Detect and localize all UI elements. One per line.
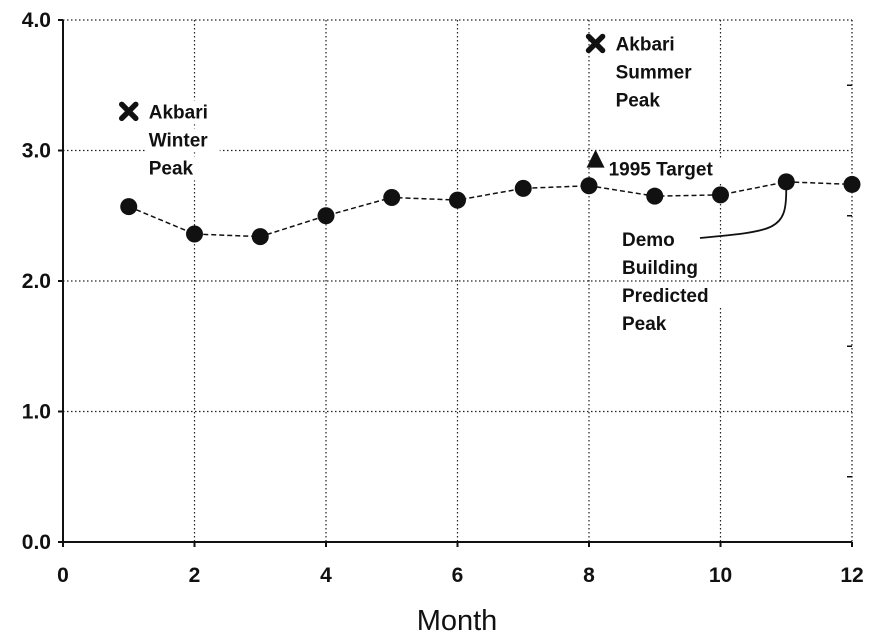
data-point	[383, 188, 401, 206]
label-backdrop	[146, 128, 220, 153]
label-backdrop	[613, 60, 687, 85]
y-tick-label: 2.0	[22, 270, 51, 293]
series-demo-building	[120, 173, 861, 246]
data-point	[449, 191, 466, 209]
annotation-label: Building	[622, 258, 698, 279]
x-tick-label: 6	[452, 564, 464, 587]
x-axis-label: Month	[417, 605, 498, 637]
y-tick-label: 3.0	[22, 140, 51, 163]
label-backdrop	[620, 312, 670, 336]
y-tick-label: 1.0	[22, 401, 51, 424]
marker-label: Akbari	[616, 34, 675, 55]
marker-label: Peak	[616, 90, 661, 111]
data-point	[317, 207, 335, 225]
data-point	[120, 198, 138, 216]
y-tick-label: 0.0	[22, 531, 51, 554]
series-line	[128, 181, 853, 238]
label-backdrop	[613, 32, 687, 57]
data-point	[646, 187, 664, 205]
triangle-marker	[586, 149, 605, 168]
label-backdrop	[613, 88, 664, 113]
marker-label: 1995 Target	[609, 160, 714, 181]
data-point	[843, 175, 861, 193]
annotation-leader-line	[699, 189, 788, 239]
y-tick-label: 4.0	[22, 9, 51, 32]
x-tick-label: 12	[840, 564, 863, 587]
marker-label: Summer	[616, 62, 693, 83]
x-tick-label: 4	[320, 564, 332, 587]
data-point	[580, 177, 598, 195]
label-backdrop	[606, 157, 738, 182]
marker-label: Akbari	[149, 102, 208, 123]
annotation-label: Peak	[622, 314, 667, 335]
data-point	[514, 179, 532, 197]
data-point	[777, 173, 795, 191]
data-point	[712, 186, 729, 204]
label-backdrop	[620, 228, 670, 252]
label-backdrop	[146, 100, 220, 125]
axes	[58, 19, 853, 547]
label-backdrop	[146, 156, 197, 181]
x-tick-label: 10	[709, 564, 732, 587]
annotation-label: Demo	[622, 230, 675, 251]
label-backdrop	[620, 256, 716, 280]
x-tick-label: 0	[57, 564, 69, 587]
x-tick-label: 2	[189, 564, 201, 587]
x-marker	[119, 101, 139, 122]
tick-labels: 0 2 4 6 8 10 12 0.0 1.0 2.0 3.0 4.0	[22, 9, 864, 587]
annotations: Demo Building Predicted Peak	[620, 189, 788, 336]
label-backdrop	[620, 284, 728, 308]
x-marker	[585, 33, 606, 54]
marker-label: Peak	[149, 158, 194, 179]
data-point	[251, 228, 269, 246]
data-point	[186, 225, 203, 243]
marker-label: Winter	[149, 130, 209, 151]
x-tick-label: 8	[583, 564, 595, 587]
grid	[63, 19, 852, 542]
special-markers: Akbari Winter Peak Akbari Summer Peak 1995 Tar…	[119, 32, 738, 182]
annotation-label: Predicted	[622, 286, 709, 307]
